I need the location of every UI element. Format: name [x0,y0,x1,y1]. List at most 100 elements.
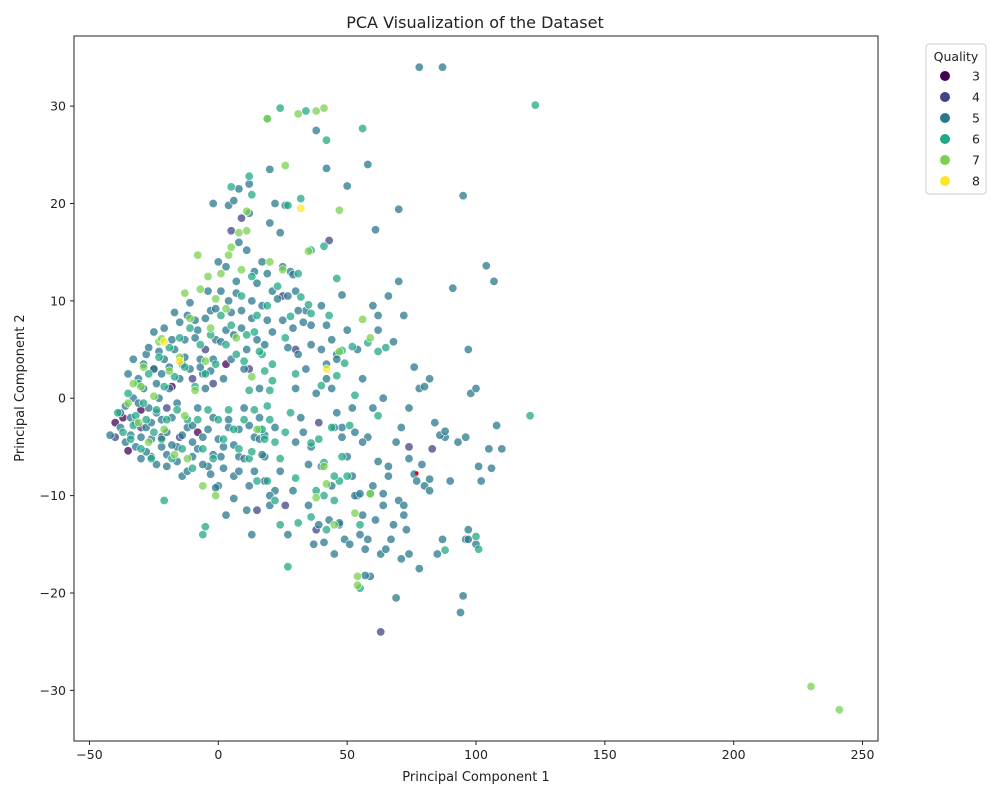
scatter-point-quality-5 [288,323,298,333]
scatter-point-quality-6 [198,530,208,540]
scatter-point-quality-4 [324,236,334,246]
scatter-point-quality-7 [198,481,208,491]
x-tick-label: 100 [464,747,488,762]
scatter-point-quality-5 [221,262,231,272]
scatter-point-quality-6 [296,292,306,302]
scatter-point-quality-5 [401,525,411,535]
y-axis-label: Principal Component 2 [13,314,28,461]
scatter-point-quality-7 [159,424,169,434]
scatter-point-quality-6 [237,291,247,301]
scatter-point-quality-5 [257,450,267,460]
scatter-point-quality-5 [463,525,473,535]
scatter-point-quality-6 [319,241,329,251]
scatter-point-quality-6 [255,346,265,356]
scatter-point-quality-7 [139,362,149,372]
legend-marker-3 [940,71,950,81]
scatter-point-quality-6 [211,359,221,369]
scatter-point-quality-7 [234,228,244,238]
scatter-point-quality-5 [453,437,463,447]
scatter-point-quality-5 [237,306,247,316]
scatter-point-quality-6 [198,444,208,454]
scatter-point-quality-5 [363,534,373,544]
scatter-point-quality-6 [123,388,133,398]
scatter-point-quality-6 [249,405,259,415]
scatter-point-quality-6 [239,356,249,366]
scatter-point-quality-6 [172,405,182,415]
scatter-point-quality-6 [273,281,283,291]
scatter-point-quality-5 [203,424,213,434]
scatter-point-quality-5 [136,454,146,464]
scatter-point-quality-6 [180,362,190,372]
scatter-point-quality-5 [474,461,484,471]
scatter-point-quality-5 [144,343,154,353]
scatter-point-quality-7 [311,106,321,116]
scatter-point-quality-4 [188,374,198,384]
scatter-point-quality-5 [461,432,471,442]
scatter-point-quality-6 [118,427,128,437]
scatter-point-quality-5 [497,444,507,454]
scatter-point-quality-6 [144,369,154,379]
scatter-point-quality-5 [412,476,422,486]
scatter-point-quality-6 [381,343,391,353]
scatter-point-quality-5 [455,607,465,617]
scatter-point-quality-5 [404,403,414,413]
scatter-point-quality-7 [195,284,205,294]
scatter-point-quality-6 [283,562,293,572]
scatter-point-quality-5 [425,474,435,484]
legend-label-3: 3 [972,69,980,84]
scatter-point-quality-4 [208,379,218,389]
scatter-point-quality-7 [278,265,288,275]
scatter-point-quality-7 [211,491,221,501]
scatter-point-quality-5 [273,294,283,304]
scatter-point-quality-5 [224,296,234,306]
legend-box [925,43,987,195]
scatter-point-quality-5 [347,403,357,413]
scatter-point-quality-7 [144,437,154,447]
scatter-point-quality-7 [262,114,272,124]
scatter-point-quality-7 [237,265,247,275]
scatter-point-quality-5 [293,349,303,359]
scatter-point-quality-5 [208,199,218,209]
scatter-point-quality-5 [211,483,221,493]
scatter-point-quality-5 [363,160,373,170]
scatter-point-quality-5 [283,343,293,353]
scatter-point-quality-5 [458,191,468,201]
scatter-point-quality-6 [285,408,295,418]
scatter-point-quality-5 [219,442,229,452]
scatter-point-quality-5 [247,530,257,540]
scatter-point-quality-6 [226,182,236,192]
scatter-point-quality-5 [242,505,252,515]
legend-label-8: 8 [972,174,980,189]
scatter-point-quality-7 [334,205,344,215]
scatter-point-quality-5 [414,62,424,72]
scatter-point-quality-5 [275,466,285,476]
scatter-point-quality-5 [185,298,195,308]
scatter-point-quality-6 [324,310,334,320]
scatter-point-quality-5 [270,422,280,432]
scatter-point-quality-6 [293,269,303,279]
scatter-point-quality-5 [219,374,229,384]
scatter-point-quality-5 [267,327,277,337]
scatter-point-quality-6 [358,124,368,134]
scatter-point-quality-5 [327,383,337,393]
scatter-point-quality-5 [303,500,313,510]
scatter-point-quality-5 [355,489,365,499]
scatter-point-quality-6 [262,476,272,486]
scatter-point-quality-7 [252,424,262,434]
scatter-point-quality-6 [152,405,162,415]
scatter-point-quality-5 [458,591,468,601]
scatter-point-quality-5 [298,317,308,327]
scatter-point-quality-5 [190,333,200,343]
scatter-point-quality-7 [149,391,159,401]
scatter-point-quality-5 [358,374,368,384]
scatter-point-quality-6 [203,405,213,415]
scatter-point-quality-6 [139,398,149,408]
scatter-point-quality-6 [219,434,229,444]
scatter-point-quality-5 [414,564,424,574]
scatter-point-quality-7 [242,206,252,216]
x-tick-label: 50 [339,747,355,762]
scatter-point-quality-7 [834,705,844,715]
scatter-point-quality-5 [198,432,208,442]
scatter-point-quality-5 [262,269,272,279]
scatter-point-quality-6 [327,422,337,432]
